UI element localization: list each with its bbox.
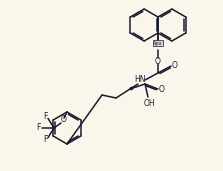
Text: O: O [159,84,165,94]
Text: HN: HN [134,76,146,84]
Text: F: F [43,112,47,121]
Text: OH: OH [143,98,155,108]
Text: Apo: Apo [153,41,163,45]
Text: O: O [61,115,67,124]
Text: F: F [36,123,40,133]
Text: O: O [172,62,178,70]
Text: F: F [43,135,47,144]
Text: O: O [155,56,161,65]
